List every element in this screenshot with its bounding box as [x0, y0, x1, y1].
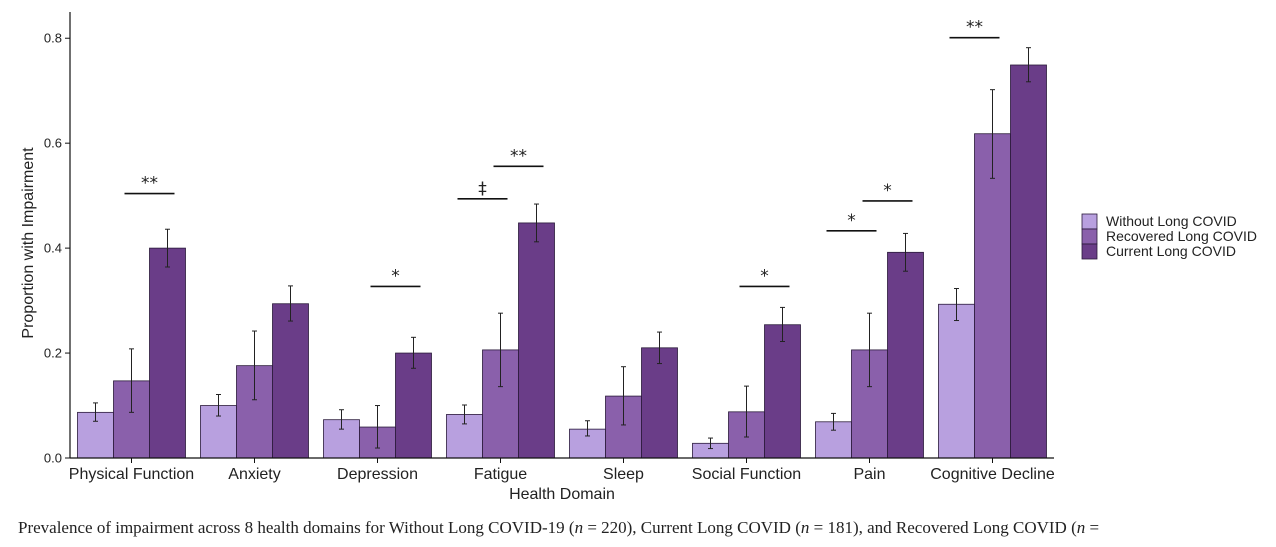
bar [764, 324, 801, 459]
x-tick-label: Depression [337, 466, 418, 483]
bar [272, 303, 309, 459]
caption-n-symbol-3: n [1076, 518, 1086, 537]
caption-part-1: Prevalence of impairment across 8 health… [18, 518, 575, 537]
bar [518, 222, 555, 459]
y-tick-label: 0.2 [44, 346, 62, 361]
bar [149, 247, 186, 459]
axes: 0.0 0.2 0.4 0.6 0.8 Physical Function Anxiety D… [20, 12, 1055, 503]
x-tick-label: Physical Function [69, 466, 194, 483]
x-tick-label: Social Function [692, 466, 801, 483]
y-tick-label: 0.0 [44, 451, 62, 466]
legend-label: Current Long COVID [1106, 243, 1236, 259]
legend-swatch [1081, 243, 1098, 260]
significance-label: * [883, 181, 892, 201]
bars-layer [77, 64, 1047, 459]
caption-n-symbol-2: n [800, 518, 810, 537]
legend-swatch [1081, 213, 1098, 230]
y-tick-label: 0.4 [44, 241, 62, 256]
x-tick-label: Fatigue [474, 466, 527, 483]
bar [938, 303, 975, 459]
significance-label: * [847, 211, 856, 231]
significance-label: ** [141, 174, 158, 194]
y-tick-label: 0.8 [44, 31, 62, 46]
significance-label: ** [966, 18, 983, 38]
x-tick-label: Cognitive Decline [930, 466, 1055, 483]
significance-label: ‡ [478, 179, 487, 199]
y-axis-title: Proportion with Impairment [20, 147, 37, 339]
legend-label: Without Long COVID [1106, 213, 1237, 229]
caption-part-4: = [1085, 518, 1100, 537]
bar [395, 352, 432, 459]
bar [974, 133, 1011, 459]
caption-n-symbol-1: n [574, 518, 584, 537]
significance-label: * [760, 266, 769, 286]
error-bars-layer [93, 47, 1031, 450]
y-tick-label: 0.6 [44, 136, 62, 151]
significance-label: * [391, 266, 400, 286]
x-tick-label: Sleep [603, 466, 644, 483]
significance-annotations: ***‡******* [124, 18, 1000, 288]
x-tick-label: Pain [853, 466, 885, 483]
legend-label: Recovered Long COVID [1106, 228, 1257, 244]
figure-caption: Prevalence of impairment across 8 health… [18, 518, 1268, 538]
chart-container: ** * ‡ ** * * * ** 0.0 0.2 0.4 0.6 0.8 Physical Func… [20, 12, 1257, 503]
caption-part-3: = 181), and Recovered Long COVID ( [809, 518, 1077, 537]
caption-part-2: = 220), Current Long COVID ( [583, 518, 801, 537]
x-axis-title: Health Domain [509, 486, 615, 503]
bar [887, 251, 924, 459]
legend-swatch [1081, 228, 1098, 245]
bar [641, 347, 678, 459]
bar [1010, 64, 1047, 459]
x-tick-label: Anxiety [228, 466, 280, 483]
significance-label: ** [510, 146, 527, 166]
